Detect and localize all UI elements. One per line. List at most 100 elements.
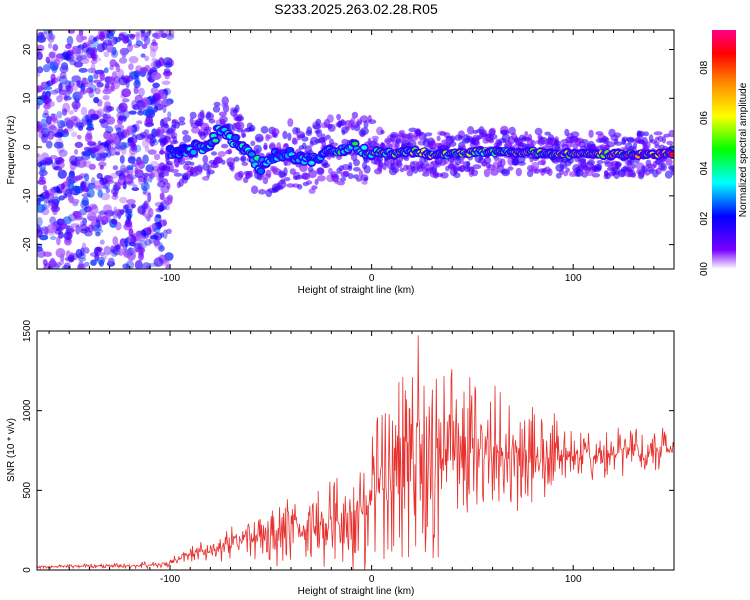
ridge-halo	[181, 130, 189, 135]
noise-blob	[58, 231, 64, 239]
noise-blob	[99, 239, 105, 245]
noise-blob	[78, 260, 84, 269]
noise-blob	[95, 152, 102, 161]
noise-blob	[141, 138, 150, 148]
noise-blob	[63, 128, 69, 134]
noise-blob	[69, 155, 78, 165]
ridge-halo	[161, 164, 167, 170]
noise-blob	[149, 42, 159, 52]
noise-blob	[97, 189, 103, 198]
noise-blob	[115, 170, 124, 177]
ridge-halo	[189, 111, 197, 119]
noise-blob	[100, 192, 111, 201]
noise-blob	[40, 118, 47, 128]
ridge-halo	[421, 172, 430, 177]
ridge-halo	[210, 163, 219, 169]
noise-blob	[52, 208, 58, 216]
noise-blob	[131, 129, 136, 136]
ridge-halo	[457, 135, 464, 140]
ridge-halo	[466, 160, 471, 167]
ridge-halo	[241, 161, 249, 166]
noise-blob	[96, 152, 107, 163]
ridge-halo	[321, 133, 326, 142]
noise-blob	[120, 209, 125, 215]
ridge-halo	[361, 180, 368, 185]
noise-blob	[129, 34, 135, 40]
spectrogram-ytick-label: 0	[22, 144, 33, 150]
ridge-halo	[614, 141, 623, 146]
snr-series-line	[37, 335, 674, 570]
noise-blob	[115, 127, 122, 134]
noise-blob	[160, 118, 165, 128]
noise-blob	[87, 141, 97, 146]
noise-blob	[118, 57, 128, 64]
colorbar-tick-label: 0.2	[699, 211, 710, 225]
noise-blob	[157, 204, 165, 212]
ridge-halo	[205, 112, 215, 121]
noise-blob	[50, 235, 57, 241]
ridge-halo	[229, 165, 234, 171]
noise-blob	[126, 43, 133, 53]
ridge-halo	[162, 117, 172, 122]
ridge-halo	[661, 136, 667, 144]
noise-blob	[106, 148, 112, 158]
noise-blob	[56, 95, 63, 103]
noise-blob	[119, 48, 128, 56]
ridge-halo	[541, 156, 546, 166]
noise-blob	[100, 119, 109, 129]
noise-blob	[42, 184, 48, 192]
ridge-halo	[488, 138, 495, 144]
noise-blob	[97, 43, 105, 53]
ridge-halo	[336, 113, 341, 121]
ridge-halo	[648, 134, 654, 143]
ridge-halo	[217, 151, 226, 157]
noise-blob	[125, 260, 135, 269]
noise-blob	[70, 131, 78, 138]
ridge-halo	[417, 131, 424, 136]
noise-blob	[115, 137, 121, 145]
colorbar-gradient	[712, 30, 736, 269]
ridge-halo	[559, 164, 568, 169]
noise-blob	[144, 118, 154, 128]
noise-blob	[73, 61, 83, 68]
ridge-halo	[292, 138, 299, 145]
ridge-halo	[339, 177, 347, 182]
noise-blob	[74, 92, 84, 100]
noise-blob	[54, 132, 64, 138]
noise-blob	[128, 146, 138, 155]
ridge-halo	[210, 151, 218, 156]
noise-blob	[92, 224, 103, 232]
noise-blob	[77, 257, 87, 262]
ridge-halo	[577, 158, 587, 163]
ridge-core	[361, 145, 368, 150]
ridge-halo	[237, 170, 244, 178]
noise-blob	[159, 242, 163, 250]
noise-blob	[101, 215, 109, 225]
noise-blob	[42, 258, 48, 264]
ridge-halo	[615, 161, 622, 169]
ridge-halo	[202, 154, 209, 164]
noise-blob	[97, 214, 103, 223]
noise-blob	[115, 36, 122, 43]
ridge-halo	[263, 142, 268, 151]
ridge-halo	[653, 131, 663, 136]
ridge-halo	[596, 163, 603, 171]
ridge-halo	[331, 175, 340, 182]
snr-ylabel: SNR (10 * v/v)	[6, 418, 17, 482]
ridge-halo	[314, 178, 319, 185]
noise-blob	[125, 75, 134, 82]
ridge-halo	[265, 169, 272, 178]
noise-blob	[88, 39, 95, 44]
noise-blob	[106, 32, 114, 39]
ridge-halo	[459, 159, 465, 164]
ridge-halo	[500, 158, 506, 167]
ridge-halo	[507, 166, 514, 171]
noise-blob	[39, 193, 45, 202]
noise-blob	[103, 204, 112, 213]
noise-blob	[148, 207, 154, 218]
noise-blob	[74, 123, 79, 128]
noise-blob	[159, 192, 165, 201]
noise-blob	[116, 143, 122, 153]
noise-blob	[96, 246, 103, 252]
